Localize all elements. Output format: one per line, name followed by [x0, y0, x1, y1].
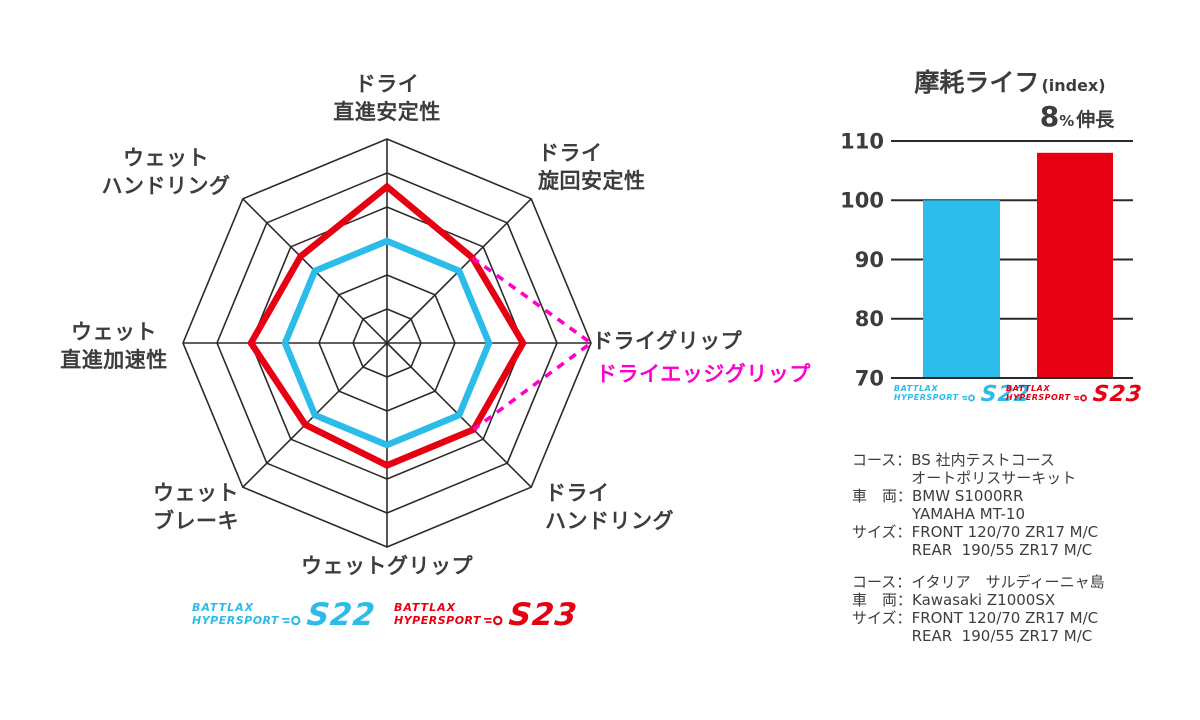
axis-label-line: 直進安定性: [333, 100, 441, 124]
tire-arrow-icon: [484, 615, 503, 626]
hypersport-wordmark: HYPERSPORT: [893, 393, 959, 402]
spec-note-row: 車 両： BMW S1000RR YAMAHA MT-10: [852, 487, 1105, 523]
axis-label-line: ドライ: [545, 481, 610, 505]
tire-arrow-icon: [1073, 394, 1087, 402]
axis-label-line: ウェットグリップ: [301, 554, 473, 578]
battlax-wordmark: BATTLAX: [192, 601, 255, 614]
axis-label-line: ドライエッジグリップ: [596, 362, 811, 386]
radar-axis-label-dry-cornering-stability: ドライ 旋回安定性: [538, 139, 646, 195]
battlax-hypersport-s23-logo: BATTLAX HYPERSPORT S23: [394, 596, 580, 633]
axis-label-line: 旋回安定性: [538, 169, 646, 193]
hypersport-wordmark: HYPERSPORT: [394, 614, 482, 627]
spec-note-line: REAR 190/55 ZR17 M/C: [911, 627, 1093, 645]
spec-note-block: コース： BS 社内テストコース オートポリスサーキット車 両： BMW S1000R…: [852, 451, 1105, 559]
spec-note-lines: Kawasaki Z1000SX: [912, 591, 1105, 609]
wear-life-bar-chart: 110 100 90 80 70: [840, 129, 1133, 390]
tire-arrow-icon: [282, 615, 301, 626]
spec-note-line: FRONT 120/70 ZR17 M/C: [911, 609, 1099, 627]
bar-ytick-label: 90: [855, 248, 884, 272]
axis-label-line: ドライ: [538, 141, 603, 165]
bar-chart-title: 摩耗ライフ (index): [870, 63, 1150, 99]
spec-note-line: BS 社内テストコース: [911, 451, 1055, 469]
spec-note-label: 車 両：: [852, 591, 913, 609]
battlax-hypersport-s22-logo: BATTLAX HYPERSPORT S22: [192, 596, 378, 633]
spec-note-line: オートポリスサーキット: [911, 469, 1077, 487]
radar-axis-label-wet-handling: ウェット ハンドリング: [102, 144, 231, 200]
axis-label-line: ブレーキ: [153, 509, 239, 533]
radar-chart: [182, 138, 595, 548]
spec-note-line: Kawasaki Z1000SX: [912, 591, 1056, 609]
axis-label-line: ウェット: [123, 146, 209, 170]
model-name-s23: S23: [1091, 381, 1144, 407]
spec-note-line: BMW S1000RR: [912, 487, 1024, 505]
spec-note-label: コース：: [852, 451, 912, 469]
battlax-wordmark: BATTLAX: [893, 384, 939, 393]
axis-label-line: ウェット: [71, 320, 157, 344]
battlax-wordmark: BATTLAX: [394, 601, 457, 614]
test-conditions-notes: コース： BS 社内テストコース オートポリスサーキット車 両： BMW S1000R…: [852, 451, 1105, 659]
spec-note-lines: BMW S1000RR YAMAHA MT-10: [912, 487, 1105, 523]
annotation-value: 8: [1039, 100, 1060, 133]
radar-overlay-label-dry-edge-grip: ドライエッジグリップ: [596, 360, 811, 388]
axis-label-line: ウェット: [153, 481, 239, 505]
battlax-wordmark: BATTLAX: [1005, 384, 1051, 393]
s23-bar: [1037, 152, 1113, 378]
bar-ytick-label: 100: [840, 189, 884, 213]
spec-note-line: YAMAHA MT-10: [912, 505, 1026, 523]
axis-label-line: ハンドリング: [545, 509, 674, 533]
tire-arrow-icon: [961, 394, 975, 402]
annotation-label: 伸長: [1076, 109, 1115, 131]
axis-label-line: ハンドリング: [101, 174, 231, 198]
spec-note-lines: FRONT 120/70 ZR17 M/C REAR 190/55 ZR17 M/…: [912, 523, 1105, 559]
spec-note-label: コース：: [852, 573, 912, 591]
radar-axis-label-dry-handling: ドライ ハンドリング: [545, 479, 674, 535]
spec-note-line: FRONT 120/70 ZR17 M/C: [911, 523, 1099, 541]
hypersport-wordmark: HYPERSPORT: [1005, 393, 1071, 402]
s22-polygon: [281, 237, 493, 449]
spec-note-label: 車 両：: [852, 487, 913, 505]
radar-axis-label-dry-straight-stability: ドライ 直進安定性: [333, 70, 441, 126]
spec-note-row: コース： イタリア サルディーニャ島: [852, 573, 1105, 591]
spec-note-lines: イタリア サルディーニャ島: [911, 573, 1104, 591]
bar-ytick-label: 110: [840, 129, 884, 153]
edge-grip-dashed-line: [471, 256, 595, 431]
bar-title-suffix: (index): [1041, 76, 1106, 95]
radar-axis-label-dry-grip: ドライグリップ: [592, 327, 742, 355]
battlax-hypersport-s22-logo: BATTLAX HYPERSPORT S22: [893, 382, 1031, 407]
logo-wordmark: BATTLAX HYPERSPORT: [192, 602, 302, 627]
hypersport-wordmark: HYPERSPORT: [192, 614, 280, 627]
bar-ytick-label: 70: [855, 366, 884, 390]
model-name-s23: S23: [507, 596, 580, 633]
bar-title-text: 摩耗ライフ: [914, 68, 1040, 97]
battlax-hypersport-s23-logo: BATTLAX HYPERSPORT S23: [1005, 381, 1144, 407]
spec-note-lines: BS 社内テストコース オートポリスサーキット: [911, 451, 1104, 487]
radar-axis-label-wet-brake: ウェット ブレーキ: [153, 479, 239, 535]
s22-bar: [923, 200, 1000, 379]
s23-polygon: [247, 182, 527, 469]
spec-note-line: REAR 190/55 ZR17 M/C: [911, 541, 1093, 559]
spec-note-row: 車 両： Kawasaki Z1000SX: [852, 591, 1105, 609]
radar-axis-label-wet-straight-acceleration: ウェット 直進加速性: [60, 318, 168, 374]
model-name-s22: S22: [305, 596, 378, 633]
radar-axis-label-wet-grip: ウェットグリップ: [301, 552, 473, 580]
spec-note-label: サイズ：: [852, 609, 912, 627]
spec-note-row: コース： BS 社内テストコース オートポリスサーキット: [852, 451, 1105, 487]
axis-label-line: 直進加速性: [60, 348, 168, 372]
annotation-percent: %: [1059, 112, 1075, 130]
wear-life-improvement-annotation: 8% 伸長: [1040, 100, 1115, 133]
spec-note-row: サイズ： FRONT 120/70 ZR17 M/C REAR 190/55 ZR1…: [852, 523, 1105, 559]
spec-note-label: サイズ：: [852, 523, 912, 541]
spec-note-line: イタリア サルディーニャ島: [911, 573, 1105, 591]
spec-note-lines: FRONT 120/70 ZR17 M/C REAR 190/55 ZR17 M/…: [912, 609, 1105, 645]
axis-label-line: ドライグリップ: [592, 329, 743, 353]
bar-ytick-label: 80: [855, 307, 884, 331]
axis-label-line: ドライ: [354, 72, 420, 96]
spec-note-row: サイズ： FRONT 120/70 ZR17 M/C REAR 190/55 ZR1…: [852, 609, 1105, 645]
spec-note-block: コース： イタリア サルディーニャ島車 両： Kawasaki Z1000SX サイズ…: [852, 573, 1105, 645]
logo-wordmark: BATTLAX HYPERSPORT: [394, 602, 504, 627]
